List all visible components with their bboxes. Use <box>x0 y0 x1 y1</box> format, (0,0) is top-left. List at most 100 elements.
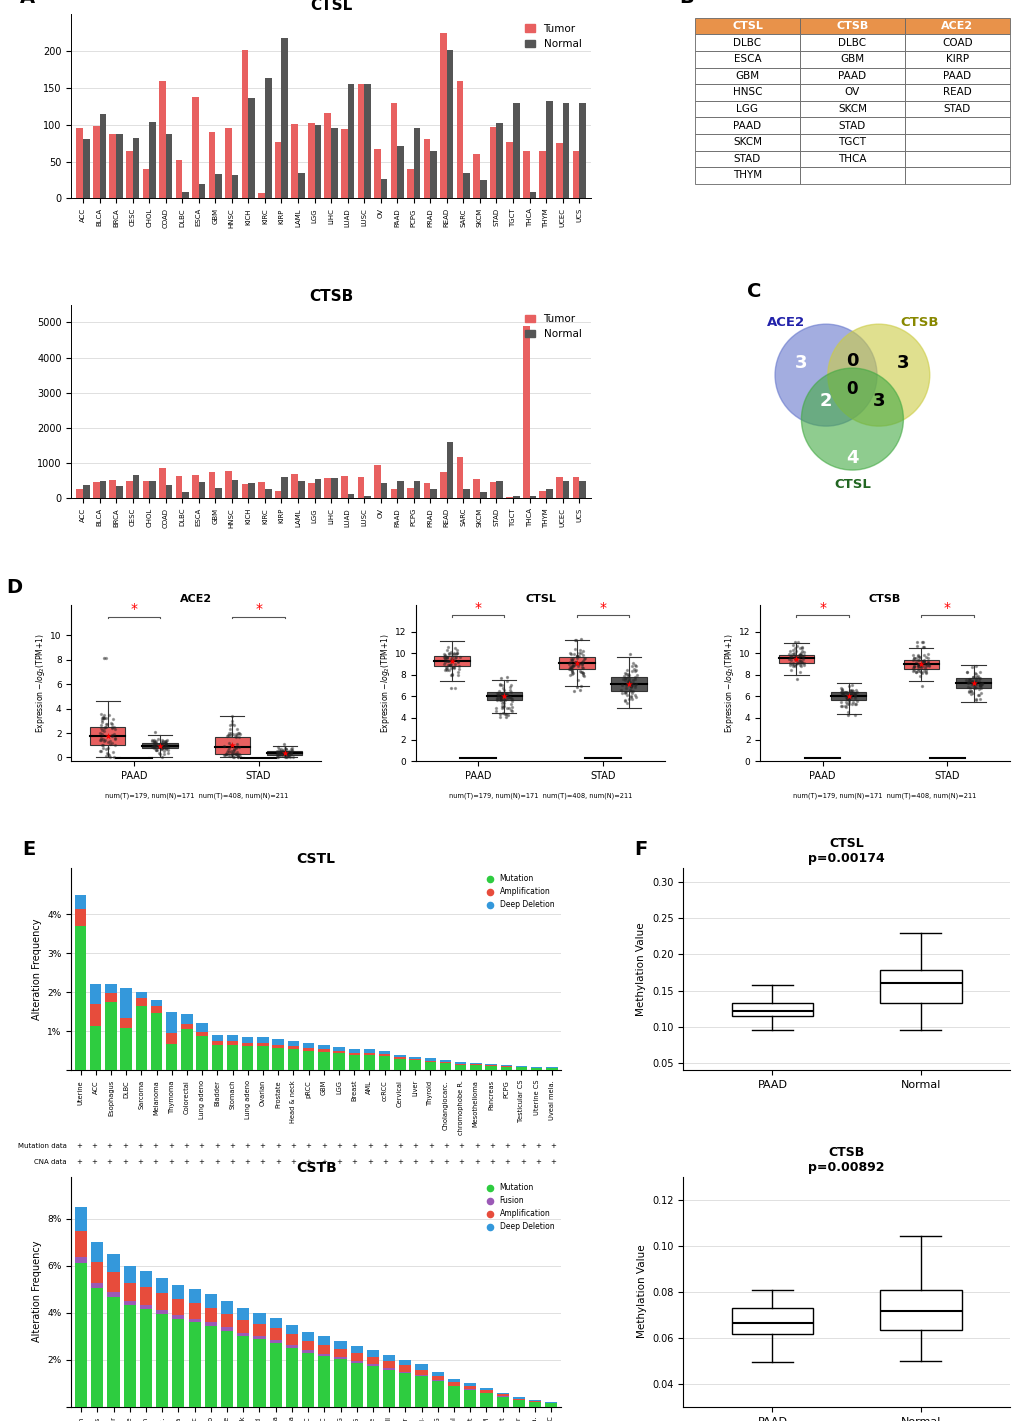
Point <box>94 722 110 745</box>
Bar <box>318 1049 329 1052</box>
Point <box>564 654 580 676</box>
Point <box>847 692 863 715</box>
Bar <box>473 155 480 199</box>
Point <box>100 730 116 753</box>
Point <box>567 651 583 674</box>
Bar <box>496 1394 508 1397</box>
Point <box>218 743 234 766</box>
Y-axis label: Alteration Frequency: Alteration Frequency <box>32 918 42 1020</box>
Point <box>839 703 855 726</box>
Point <box>972 676 988 699</box>
Bar <box>523 151 529 199</box>
Point <box>909 645 925 668</box>
Bar <box>75 1206 87 1231</box>
Point <box>157 730 173 753</box>
Point <box>148 739 164 762</box>
Point <box>221 732 237 755</box>
Point <box>95 706 111 729</box>
Point <box>910 652 926 675</box>
Point <box>219 745 235 767</box>
Text: +: + <box>138 1160 143 1165</box>
Point <box>574 662 590 685</box>
Circle shape <box>827 324 929 426</box>
Bar <box>149 480 156 499</box>
Point <box>967 688 983 710</box>
Point <box>960 671 976 693</box>
Bar <box>367 1357 379 1364</box>
Point <box>494 676 511 699</box>
Title: CTSB
p=0.00892: CTSB p=0.00892 <box>808 1145 884 1174</box>
Text: +: + <box>535 1160 540 1165</box>
Point <box>276 743 292 766</box>
Point <box>624 681 640 703</box>
Point <box>908 635 924 658</box>
Bar <box>393 1059 406 1070</box>
Point <box>502 674 519 696</box>
Point <box>276 736 292 759</box>
Point <box>155 730 171 753</box>
Point <box>846 685 862 708</box>
Point <box>966 689 982 712</box>
Bar <box>447 1383 460 1385</box>
Point <box>101 729 117 752</box>
Bar <box>257 1043 268 1046</box>
Bar <box>555 477 562 499</box>
Point <box>269 746 285 769</box>
Bar <box>489 482 496 499</box>
Point <box>284 737 301 760</box>
Bar <box>109 480 116 499</box>
Point <box>499 665 516 688</box>
Point <box>217 743 233 766</box>
Bar <box>351 1346 363 1353</box>
Bar <box>136 992 147 999</box>
Bar <box>424 1059 435 1060</box>
Point <box>503 695 520 718</box>
Point <box>230 746 247 769</box>
Text: +: + <box>107 1142 112 1150</box>
Point <box>269 742 285 764</box>
Bar <box>439 1060 450 1061</box>
Bar <box>120 1027 131 1070</box>
Point <box>218 742 234 764</box>
Text: E: E <box>22 840 36 860</box>
Point <box>833 691 849 713</box>
Point <box>283 739 300 762</box>
Point <box>961 668 977 691</box>
Point <box>104 708 120 730</box>
Point <box>275 740 291 763</box>
Bar <box>302 1350 314 1353</box>
Bar <box>90 1005 101 1026</box>
Point <box>277 737 293 760</box>
Point <box>906 647 922 669</box>
Bar <box>126 151 132 199</box>
Point <box>153 737 169 760</box>
Point <box>229 722 246 745</box>
Point <box>223 735 239 757</box>
Point <box>490 686 506 709</box>
Bar <box>454 1064 466 1070</box>
Bar <box>496 1393 508 1394</box>
Point <box>626 654 642 676</box>
Point <box>966 676 982 699</box>
Text: +: + <box>260 1160 265 1165</box>
Point <box>845 681 861 703</box>
Point <box>834 678 850 701</box>
Text: +: + <box>367 1160 372 1165</box>
Bar <box>562 480 569 499</box>
Point <box>833 695 849 718</box>
Bar <box>91 1262 103 1283</box>
Bar <box>258 482 265 499</box>
Y-axis label: Expression $-log_2$(TPM+1): Expression $-log_2$(TPM+1) <box>722 632 736 733</box>
Point <box>792 655 808 678</box>
Point <box>436 644 452 666</box>
Bar <box>212 1042 223 1044</box>
Bar <box>123 1302 136 1306</box>
Text: +: + <box>306 1142 311 1150</box>
Circle shape <box>801 368 903 470</box>
Point <box>565 647 581 669</box>
Text: +: + <box>382 1142 387 1150</box>
Point <box>101 745 117 767</box>
Point <box>575 644 591 666</box>
Point <box>913 631 929 654</box>
Point <box>571 641 587 664</box>
